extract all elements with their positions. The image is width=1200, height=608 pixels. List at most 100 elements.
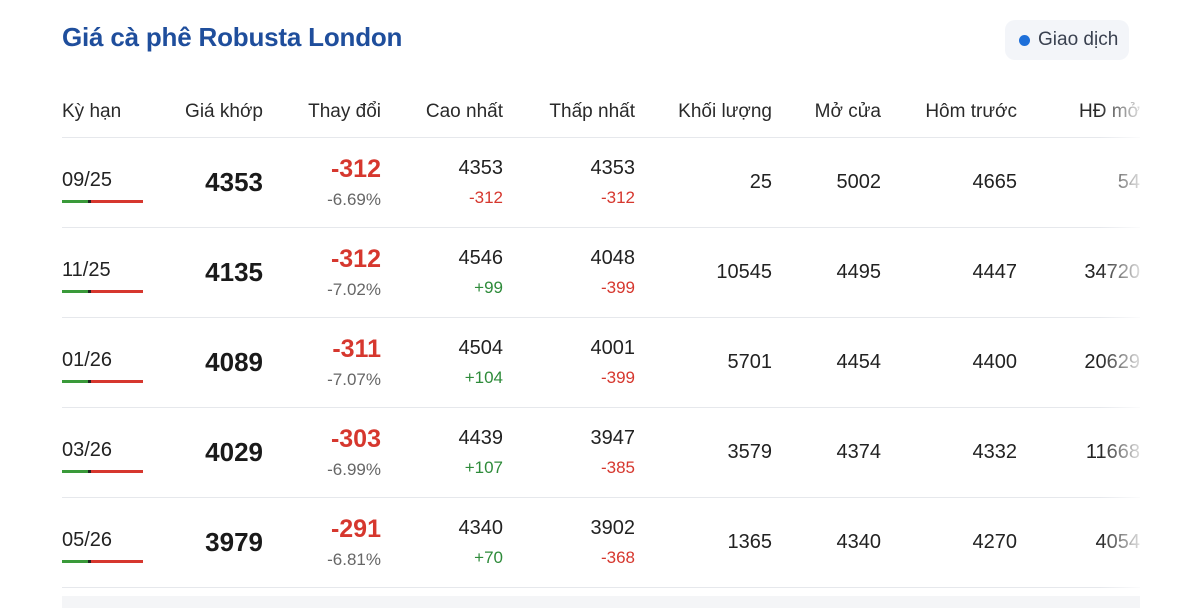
change-percent: -7.07%: [327, 370, 381, 389]
low-cell: 4048 -399: [503, 228, 635, 318]
prev-value: 4447: [972, 261, 1018, 283]
change-cell: -311 -7.07%: [263, 318, 381, 408]
high-value: 4504: [458, 337, 504, 359]
change-value: -312: [330, 245, 381, 273]
table-body: 09/25 4353 -312 -6.69% 4353 -312 4353 -312 …: [62, 138, 1140, 588]
open-interest-value: 11668: [1085, 441, 1140, 463]
trade-button[interactable]: Giao dịch: [1005, 20, 1129, 60]
open-value: 4340: [836, 531, 882, 553]
prev-value: 4400: [972, 351, 1018, 373]
high-value: 4340: [458, 517, 504, 539]
horizontal-scrollbar[interactable]: [62, 596, 1140, 608]
table-row-term-cell[interactable]: 11/25: [62, 228, 154, 318]
change-percent: -6.81%: [327, 550, 381, 569]
trade-button-label: Giao dịch: [1038, 29, 1119, 50]
high-cell: 4353 -312: [381, 138, 503, 228]
open-cell: 5002: [772, 138, 881, 228]
term-label: 05/26: [62, 528, 113, 551]
high-change: +107: [464, 458, 503, 477]
low-change: -385: [600, 458, 635, 477]
term-label: 11/25: [62, 258, 111, 281]
prev-cell: 4447: [881, 228, 1017, 318]
high-change: -312: [468, 188, 503, 207]
volume-cell: 25: [635, 138, 772, 228]
futures-table: Kỳ hạn Giá khớp Thay đổi Cao nhất Thấp n…: [62, 86, 1140, 608]
volume-value: 3579: [727, 441, 773, 463]
range-bar: [62, 469, 143, 473]
low-change: -312: [600, 188, 635, 207]
low-cell: 4353 -312: [503, 138, 635, 228]
col-header-open[interactable]: Mở cửa: [772, 86, 881, 138]
open-interest-value: 34720: [1084, 261, 1140, 283]
high-cell: 4546 +99: [381, 228, 503, 318]
high-value: 4439: [458, 427, 504, 449]
range-bar: [62, 289, 143, 293]
low-value: 3902: [590, 517, 636, 539]
open-interest-cell: 11668: [1017, 408, 1140, 498]
col-header-low[interactable]: Thấp nhất: [503, 86, 635, 138]
open-interest-cell: 20629: [1017, 318, 1140, 408]
high-value: 4546: [458, 247, 504, 269]
last-price: 4135: [205, 257, 263, 287]
price-cell: 4135: [154, 228, 263, 318]
prev-value: 4332: [972, 441, 1018, 463]
change-percent: -7.02%: [327, 280, 381, 299]
term-label: 09/25: [62, 168, 113, 191]
open-interest-cell: 4054: [1017, 498, 1140, 588]
high-value: 4353: [458, 157, 504, 179]
last-price: 3979: [205, 527, 263, 557]
low-value: 4001: [590, 337, 636, 359]
col-header-prev[interactable]: Hôm trước: [881, 86, 1017, 138]
open-interest-value: 54: [1117, 171, 1140, 193]
change-value: -311: [332, 335, 381, 363]
table-header: Kỳ hạn Giá khớp Thay đổi Cao nhất Thấp n…: [62, 86, 1140, 138]
last-price: 4089: [205, 347, 263, 377]
change-cell: -291 -6.81%: [263, 498, 381, 588]
price-cell: 4089: [154, 318, 263, 408]
status-dot-icon: [1019, 34, 1030, 46]
col-header-change[interactable]: Thay đổi: [263, 86, 381, 138]
low-value: 3947: [590, 427, 636, 449]
price-cell: 4029: [154, 408, 263, 498]
high-cell: 4504 +104: [381, 318, 503, 408]
term-label: 03/26: [62, 438, 113, 461]
low-cell: 4001 -399: [503, 318, 635, 408]
volume-value: 5701: [727, 351, 773, 373]
table-row-term-cell[interactable]: 05/26: [62, 498, 154, 588]
table-row-term-cell[interactable]: 03/26: [62, 408, 154, 498]
change-cell: -312 -7.02%: [263, 228, 381, 318]
high-change: +104: [464, 368, 503, 387]
volume-value: 25: [749, 171, 772, 193]
volume-cell: 5701: [635, 318, 772, 408]
change-percent: -6.69%: [327, 190, 381, 209]
last-price: 4353: [205, 167, 263, 197]
open-interest-value: 4054: [1095, 531, 1141, 553]
open-value: 5002: [836, 171, 882, 193]
change-value: -312: [330, 155, 381, 183]
open-interest-cell: 54: [1017, 138, 1140, 228]
high-change: +70: [474, 548, 503, 567]
col-header-volume[interactable]: Khối lượng: [635, 86, 772, 138]
col-header-term[interactable]: Kỳ hạn: [62, 86, 154, 138]
prev-cell: 4400: [881, 318, 1017, 408]
col-header-high[interactable]: Cao nhất: [381, 86, 503, 138]
col-header-open-interest[interactable]: HĐ mở: [1017, 86, 1140, 138]
open-interest-cell: 34720: [1017, 228, 1140, 318]
prev-cell: 4332: [881, 408, 1017, 498]
prev-value: 4270: [972, 531, 1018, 553]
open-value: 4495: [836, 261, 882, 283]
high-change: +99: [474, 278, 503, 297]
volume-cell: 1365: [635, 498, 772, 588]
prev-cell: 4270: [881, 498, 1017, 588]
last-price: 4029: [205, 437, 263, 467]
table-row-term-cell[interactable]: 09/25: [62, 138, 154, 228]
col-header-price[interactable]: Giá khớp: [154, 86, 263, 138]
low-change: -399: [600, 278, 635, 297]
low-cell: 3902 -368: [503, 498, 635, 588]
open-interest-value: 20629: [1084, 351, 1140, 373]
change-cell: -303 -6.99%: [263, 408, 381, 498]
table-row-term-cell[interactable]: 01/26: [62, 318, 154, 408]
page-title: Giá cà phê Robusta London: [62, 22, 403, 52]
low-change: -399: [600, 368, 635, 387]
open-cell: 4454: [772, 318, 881, 408]
